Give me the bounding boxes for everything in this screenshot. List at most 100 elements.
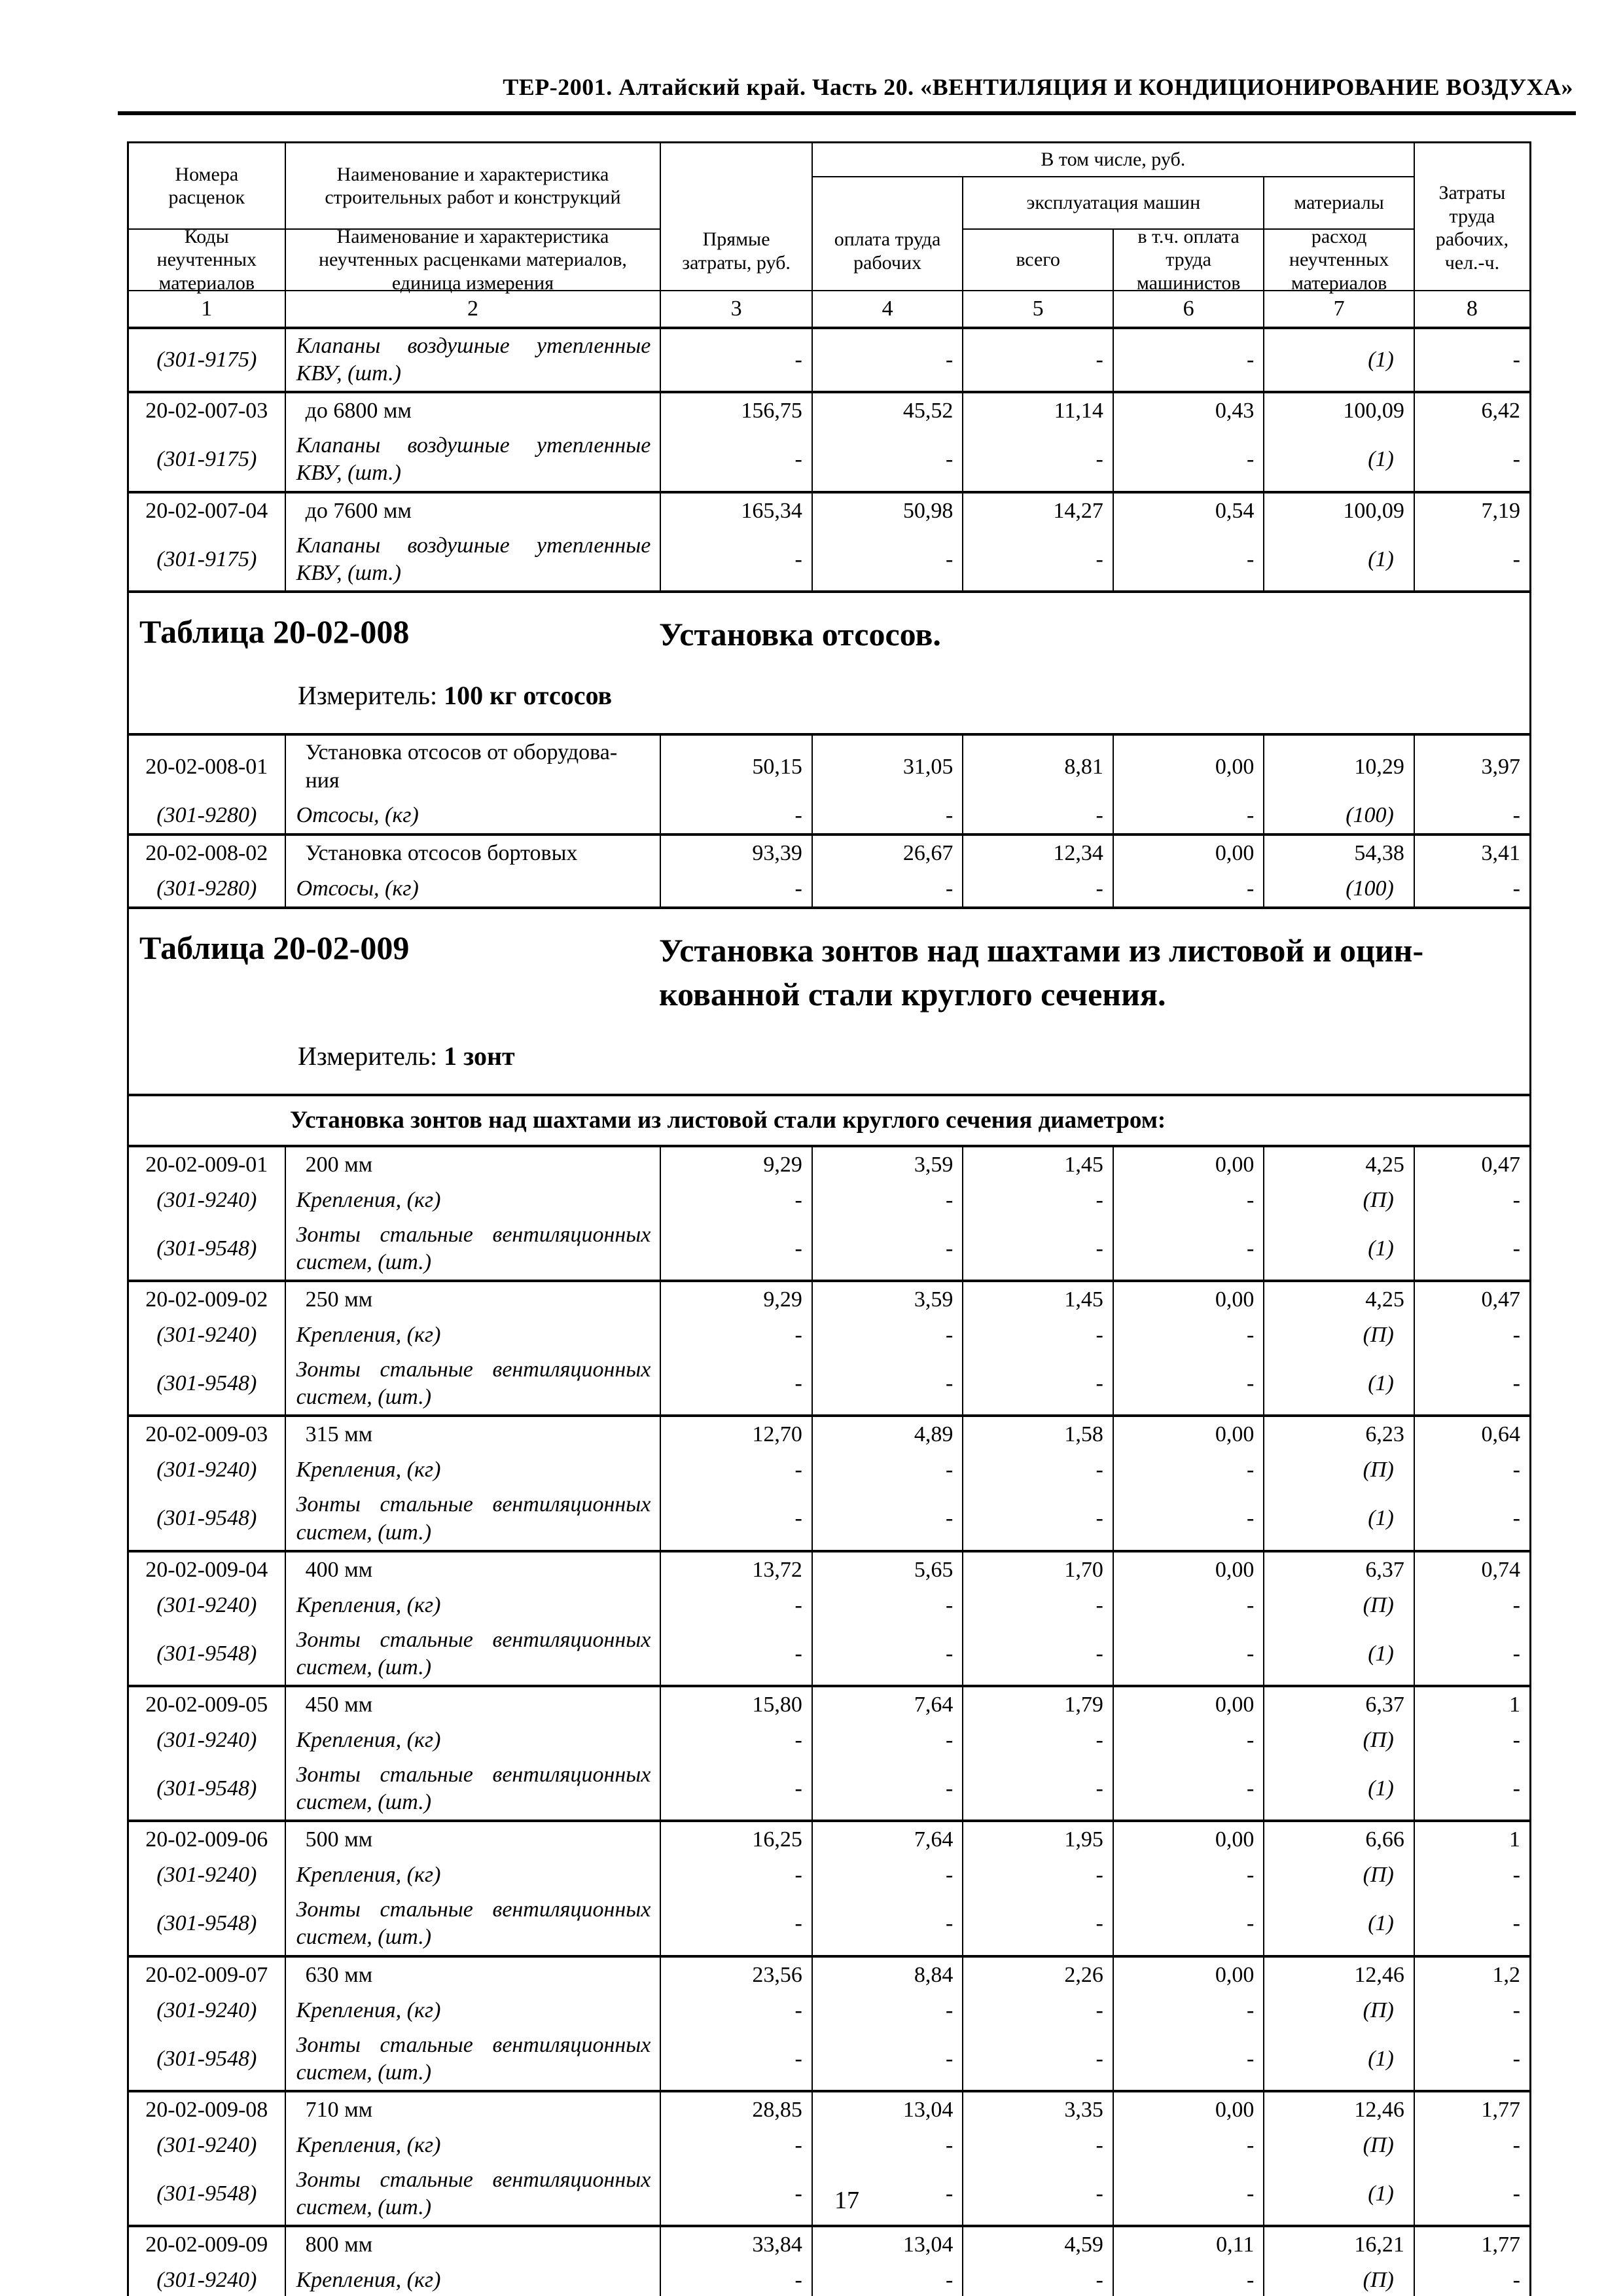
- material-value-direct-costs: -: [661, 1217, 813, 1280]
- running-head: ТЕР-2001. Алтайский край. Часть 20. «ВЕН…: [503, 74, 1573, 100]
- material-value-labor-pay: -: [813, 870, 964, 906]
- material-value-materials-consumption: (П): [1264, 1723, 1415, 1758]
- value-labor-hours: 0,64: [1481, 1422, 1520, 1447]
- header-machines: эксплуатация машин: [963, 177, 1265, 230]
- material-value-direct-costs: -: [661, 2162, 813, 2225]
- material-code: (301-9175): [129, 429, 286, 491]
- value-materials-consumption: 10,29: [1264, 736, 1415, 798]
- material-value-materials-consumption: (П): [1264, 1587, 1415, 1623]
- column-number: 7: [1264, 291, 1415, 327]
- rate-group: 20-02-009-01 200 мм 9,29 3,59 1,45 0,00 4,25 0,…: [129, 1144, 1529, 1280]
- measure-value: 1 зонт: [444, 1041, 515, 1071]
- table-number: Таблица 20-02-009: [139, 929, 410, 966]
- material-value-direct-costs: -: [661, 2127, 813, 2163]
- material-desc: Зонты стальные вентиляционных систем, (ш…: [286, 1217, 662, 1280]
- value-labor-hours: 3,41: [1481, 840, 1520, 865]
- value-machines-total: 12,34: [963, 835, 1114, 871]
- material-value-direct-costs: -: [661, 429, 813, 491]
- material-value-materials-consumption: (1): [1264, 1353, 1415, 1415]
- material-value-labor-pay: -: [813, 1723, 964, 1758]
- table-title-row: Таблица 20-02-008 Установка отсосов.: [139, 613, 1516, 657]
- material-value-machinists-pay: -: [1114, 528, 1265, 590]
- value-direct-costs: 16,25: [661, 1822, 813, 1858]
- material-value-machinists-pay: -: [1114, 1857, 1265, 1893]
- material-value-direct-costs: -: [661, 1992, 813, 2028]
- material-desc: Отсосы, (кг): [286, 797, 662, 833]
- value-materials-consumption: 16,21: [1264, 2227, 1415, 2263]
- material-value-machines-total: -: [963, 1587, 1114, 1623]
- material-value-materials-consumption: (П): [1264, 1182, 1415, 1218]
- value-machinists-pay: 0,00: [1114, 1417, 1265, 1453]
- material-value-labor-pay: -: [813, 1452, 964, 1488]
- header-direct-costs: Прямые затраты, руб.: [661, 143, 813, 290]
- work-desc: Установка отсосов от оборудова- ния: [286, 736, 662, 798]
- material-code: (301-9548): [129, 1353, 286, 1415]
- material-value-labor-pay: -: [813, 2028, 964, 2090]
- material-value-machinists-pay: -: [1114, 329, 1265, 391]
- material-value-direct-costs: -: [661, 1857, 813, 1893]
- material-code: (301-9175): [129, 329, 286, 391]
- value-machines-total: 1,95: [963, 1822, 1114, 1858]
- work-desc: 800 мм: [286, 2227, 662, 2263]
- material-code: (301-9240): [129, 1587, 286, 1623]
- material-desc: Крепления, (кг): [286, 1452, 662, 1488]
- value-machinists-pay: 0,11: [1114, 2227, 1265, 2263]
- material-desc: Крепления, (кг): [286, 1587, 662, 1623]
- material-value-labor-hours: -: [1512, 1641, 1520, 1666]
- material-value-direct-costs: -: [661, 1318, 813, 1354]
- rate-code: 20-02-009-02: [129, 1282, 286, 1318]
- material-desc: Крепления, (кг): [286, 1723, 662, 1758]
- material-value-materials-consumption: (100): [1264, 797, 1415, 833]
- material-value-labor-hours: -: [1512, 547, 1520, 571]
- material-value-machines-total: -: [963, 1992, 1114, 2028]
- rate-group: 20-02-009-05 450 мм 15,80 7,64 1,79 0,00 6,37 1…: [129, 1685, 1529, 1820]
- measure-row: Измеритель: 1 зонт: [139, 1041, 1516, 1071]
- material-value-labor-pay: -: [813, 1217, 964, 1280]
- material-value-labor-pay: -: [813, 1587, 964, 1623]
- value-materials-consumption: 6,23: [1264, 1417, 1415, 1453]
- value-materials-consumption: 100,09: [1264, 493, 1415, 529]
- value-direct-costs: 165,34: [661, 493, 813, 529]
- material-code: (301-9240): [129, 1318, 286, 1354]
- table-body: (301-9175) Клапаны воздушные утепленные К…: [129, 327, 1529, 2296]
- material-value-direct-costs: -: [661, 1587, 813, 1623]
- material-value-labor-pay: -: [813, 1992, 964, 2028]
- value-direct-costs: 13,72: [661, 1552, 813, 1588]
- rate-code: 20-02-009-04: [129, 1552, 286, 1588]
- value-machinists-pay: 0,00: [1114, 1552, 1265, 1588]
- work-desc: 315 мм: [286, 1417, 662, 1453]
- material-value-materials-consumption: (П): [1264, 2127, 1415, 2163]
- material-code: (301-9175): [129, 528, 286, 590]
- rate-code: 20-02-009-06: [129, 1822, 286, 1858]
- material-code: (301-9548): [129, 1758, 286, 1820]
- value-direct-costs: 23,56: [661, 1957, 813, 1993]
- material-code: (301-9240): [129, 1452, 286, 1488]
- material-code: (301-9548): [129, 1217, 286, 1280]
- value-machines-total: 11,14: [963, 393, 1114, 429]
- column-number: 2: [286, 291, 662, 327]
- work-desc: 500 мм: [286, 1822, 662, 1858]
- value-machines-total: 14,27: [963, 493, 1114, 529]
- value-materials-consumption: 100,09: [1264, 393, 1415, 429]
- material-value-labor-hours: -: [1512, 1727, 1520, 1752]
- material-code: (301-9548): [129, 1488, 286, 1550]
- value-materials-consumption: 6,37: [1264, 1552, 1415, 1588]
- material-value-labor-pay: -: [813, 1893, 964, 1955]
- value-labor-pay: 31,05: [813, 736, 964, 798]
- material-desc: Зонты стальные вентиляционных систем, (ш…: [286, 2162, 662, 2225]
- value-direct-costs: 93,39: [661, 835, 813, 871]
- value-labor-hours: 3,97: [1481, 754, 1520, 779]
- material-value-labor-hours: -: [1512, 1322, 1520, 1347]
- material-value-direct-costs: -: [661, 1893, 813, 1955]
- material-value-direct-costs: -: [661, 1182, 813, 1218]
- header-materials: материалы: [1264, 177, 1415, 230]
- material-value-machines-total: -: [963, 329, 1114, 391]
- rate-code: 20-02-009-03: [129, 1417, 286, 1453]
- material-value-direct-costs: -: [661, 1758, 813, 1820]
- material-value-direct-costs: -: [661, 797, 813, 833]
- rate-group: 20-02-007-04 до 7600 мм 165,34 50,98 14,27 0,…: [129, 490, 1529, 590]
- material-desc: Крепления, (кг): [286, 1182, 662, 1218]
- material-value-labor-hours: -: [1512, 1863, 1520, 1888]
- material-value-machines-total: -: [963, 1857, 1114, 1893]
- material-value-direct-costs: -: [661, 528, 813, 590]
